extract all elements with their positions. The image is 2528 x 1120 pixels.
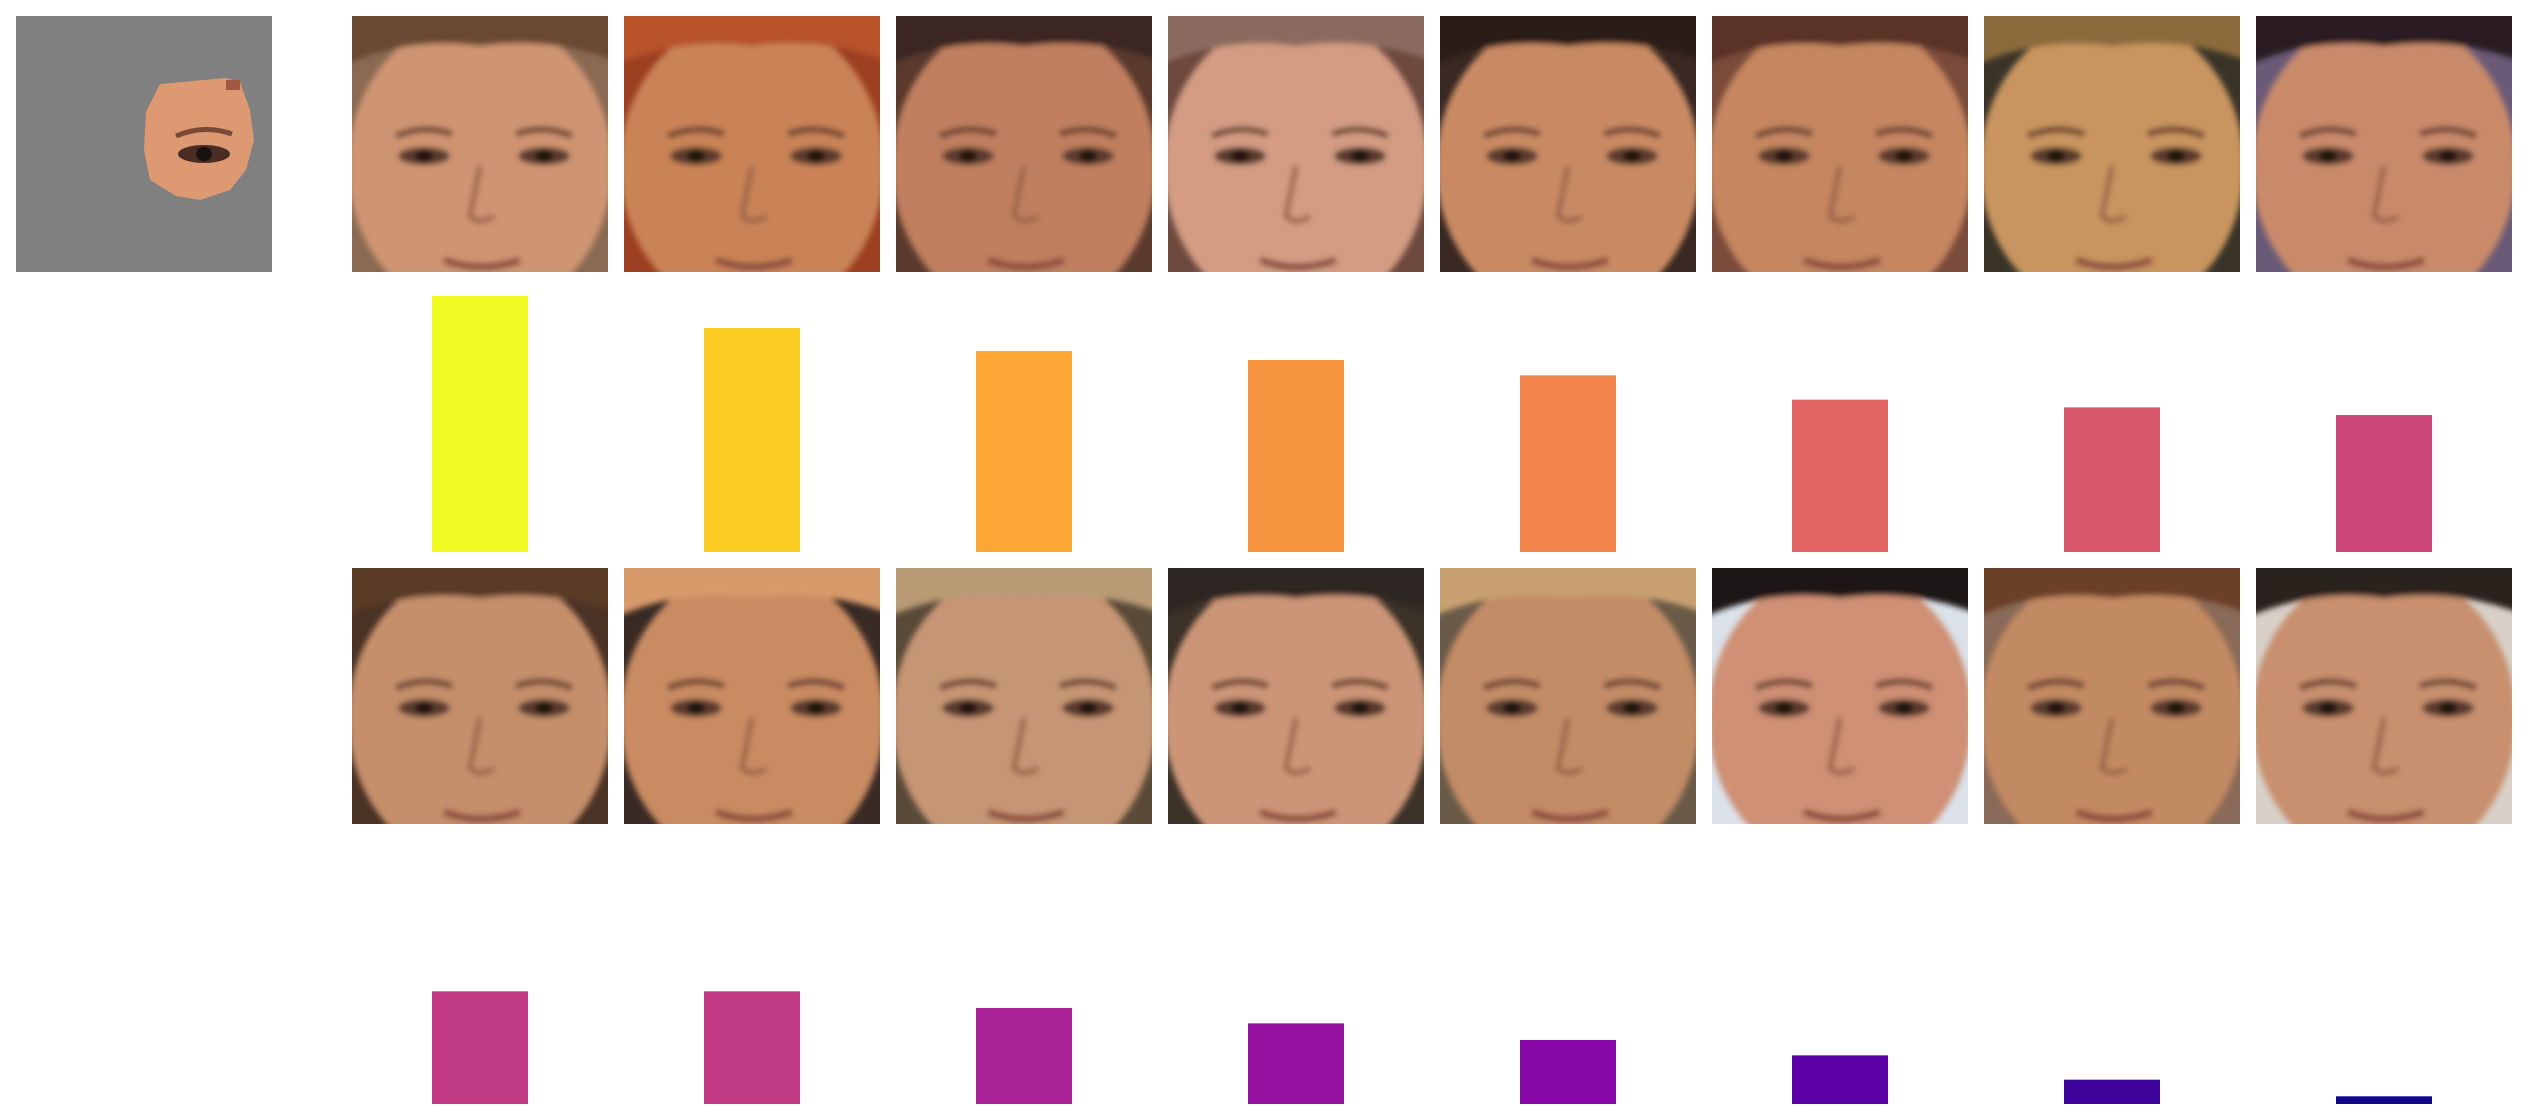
face-thumbnail-r2-1	[352, 568, 608, 824]
thumbnail-row-1	[352, 16, 2512, 272]
face-thumbnail-r2-6	[1712, 568, 1968, 824]
face-thumbnail-r2-2	[624, 568, 880, 824]
bar-r2-5	[1520, 1040, 1616, 1104]
face-thumbnail-r1-1	[352, 16, 608, 272]
bar-r1-7	[2064, 407, 2160, 552]
thumbnail-row-2	[352, 568, 2512, 824]
bar-r2-7	[2064, 1079, 2160, 1104]
bar-r2-8	[2336, 1096, 2432, 1104]
bar-r2-4	[1248, 1023, 1344, 1104]
face-thumbnail-r2-3	[896, 568, 1152, 824]
face-thumbnail-r2-8	[2256, 568, 2512, 824]
bar-r1-1	[432, 296, 528, 552]
face-thumbnail-r2-4	[1168, 568, 1424, 824]
face-thumbnail-r1-3	[896, 16, 1152, 272]
bar-r1-8	[2336, 415, 2432, 552]
bar-r1-3	[976, 351, 1072, 552]
bar-r1-5	[1520, 375, 1616, 552]
bar-r2-2	[704, 991, 800, 1104]
bar-row-1	[432, 296, 2432, 552]
face-thumbnail-r1-5	[1440, 16, 1696, 272]
bar-r2-6	[1792, 1055, 1888, 1104]
bar-row-2	[432, 991, 2432, 1104]
face-thumbnail-r2-5	[1440, 568, 1696, 824]
bar-r1-6	[1792, 399, 1888, 552]
eye-patch	[144, 78, 254, 200]
face-thumbnail-r1-8	[2256, 16, 2512, 272]
face-thumbnail-r2-7	[1984, 568, 2240, 824]
face-thumbnail-r1-2	[624, 16, 880, 272]
bar-r1-2	[704, 328, 800, 552]
bar-r2-1	[432, 991, 528, 1104]
bar-r2-3	[976, 1008, 1072, 1104]
face-thumbnail-r1-7	[1984, 16, 2240, 272]
bar-r1-4	[1248, 360, 1344, 552]
query-image	[16, 16, 272, 272]
face-thumbnail-r1-6	[1712, 16, 1968, 272]
face-thumbnail-r1-4	[1168, 16, 1424, 272]
